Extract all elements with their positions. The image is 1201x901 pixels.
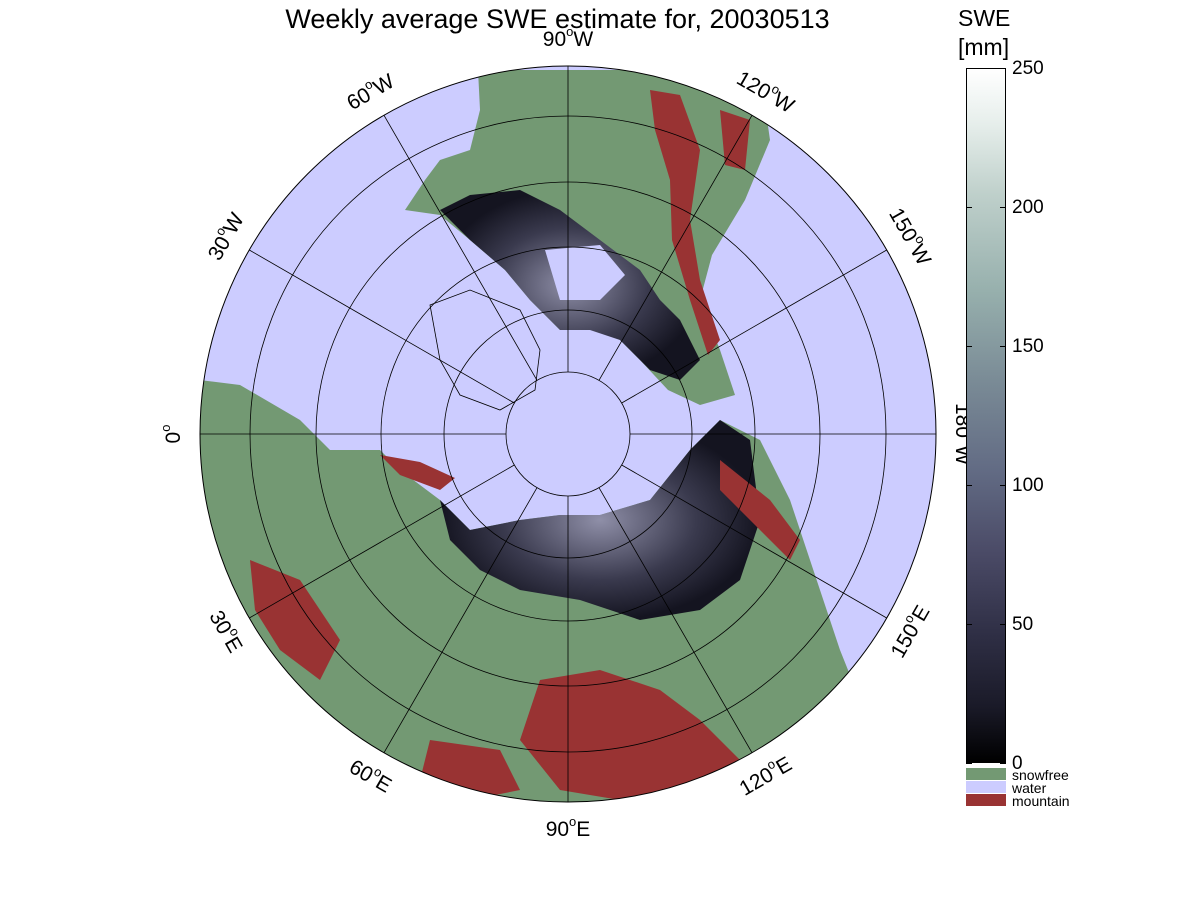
meridian-line xyxy=(598,487,753,753)
colorbar-tick-mark xyxy=(1000,68,1006,69)
mountains-alaska xyxy=(720,110,750,170)
greenland-outline xyxy=(429,289,541,411)
mountains-east-siberia xyxy=(720,460,800,560)
swe-colorbar xyxy=(966,68,1006,763)
lon-60w-label: 60oW xyxy=(341,66,398,115)
colorbar-tick-mark xyxy=(966,68,972,69)
legend-swatch-mountain xyxy=(966,794,1006,806)
colorbar-tick-label: 50 xyxy=(1012,614,1034,635)
meridian-line xyxy=(621,249,887,404)
colorbar-tick-mark xyxy=(1000,207,1006,208)
colorbar-tick-mark xyxy=(966,485,972,486)
lon-30w-label: 30oW xyxy=(200,207,249,264)
colorbar-tick-mark xyxy=(966,624,972,625)
lon-60e-label: 60oE xyxy=(345,752,397,798)
meridian-line xyxy=(383,115,538,381)
colorbar-tick-label: 100 xyxy=(1012,475,1044,496)
colorbar-tick-label: 200 xyxy=(1012,197,1044,218)
legend-label-snowfree: snowfree xyxy=(1012,767,1069,783)
colorbar-tick-mark xyxy=(966,207,972,208)
colorbar-title-quantity: SWE xyxy=(958,5,1011,31)
colorbar-title: SWE [mm] xyxy=(958,4,1010,62)
colorbar-title-unit: [mm] xyxy=(958,34,1010,60)
hudson-bay xyxy=(545,245,625,300)
graticule xyxy=(199,65,937,803)
lon-150w-label: 150oW xyxy=(885,202,940,269)
meridian-line xyxy=(621,464,887,619)
mountains-europe xyxy=(250,560,340,680)
colorbar-tick-mark xyxy=(1000,763,1006,764)
lon-90w-label: 90oW xyxy=(543,24,594,51)
colorbar-tick-mark xyxy=(966,346,972,347)
meridian-line xyxy=(383,487,538,753)
colorbar-tick-mark xyxy=(1000,485,1006,486)
map-boundary xyxy=(199,65,937,803)
mountains-central-asia xyxy=(520,670,740,800)
lon-30e-label: 30oE xyxy=(205,604,251,656)
meridian-line xyxy=(249,249,515,404)
legend-label-mountain: mountain xyxy=(1012,793,1070,809)
mountains-scandinavia xyxy=(380,455,455,490)
snow-cover-eurasia xyxy=(440,420,760,620)
lon-0-label: 0o xyxy=(158,425,185,444)
legend-label-water: water xyxy=(1012,780,1047,796)
colorbar-tick-label: 0 xyxy=(1012,753,1023,774)
lon-90e-label: 90oE xyxy=(546,814,591,841)
colorbar-tick-mark xyxy=(1000,346,1006,347)
colorbar-tick-label: 150 xyxy=(1012,336,1044,357)
meridian-line xyxy=(249,464,515,619)
legend-swatch-snowfree xyxy=(966,768,1006,780)
colorbar-tick-label: 250 xyxy=(1012,58,1044,79)
map-title: Weekly average SWE estimate for, 2003051… xyxy=(285,4,830,34)
colorbar-tick-mark xyxy=(966,763,972,764)
mountains-rockies xyxy=(650,90,720,355)
meridian-line xyxy=(598,115,753,381)
lon-120w-label: 120oW xyxy=(733,63,800,118)
legend-swatch-water xyxy=(966,781,1006,793)
colorbar-tick-mark xyxy=(1000,624,1006,625)
